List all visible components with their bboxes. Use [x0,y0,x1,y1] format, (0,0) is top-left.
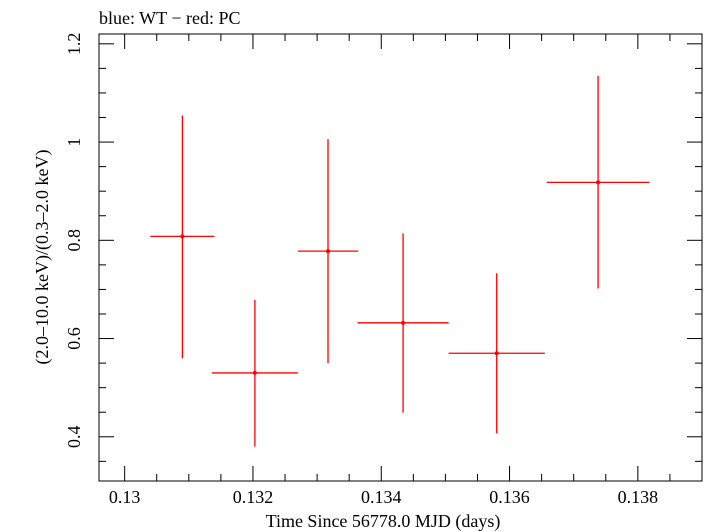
point-marker [596,180,601,185]
y-tick-label: 0.8 [64,229,84,252]
x-tick-label: 0.136 [489,487,530,507]
y-tick-label: 0.4 [64,426,84,449]
data-point [150,115,215,359]
x-axis: 0.13 0.132 0.134 0.136 0.138 [109,34,703,507]
data-series-pc [150,75,650,447]
y-axis-label: (2.0–10.0 keV)/(0.3–2.0 keV) [32,150,53,365]
point-marker [494,351,499,356]
x-axis-label: Time Since 56778.0 MJD (days) [266,511,501,532]
point-marker [252,370,257,375]
chart-title: blue: WT − red: PC [99,8,240,28]
y-axis: 0.4 0.6 0.8 1 1.2 [64,33,702,462]
y-tick-label: 0.6 [64,327,84,350]
point-marker [180,234,185,239]
point-marker [401,320,406,325]
plot-frame [98,33,703,482]
data-point [357,233,449,413]
x-tick-label: 0.132 [233,487,274,507]
point-marker [326,249,331,254]
y-tick-label: 1.2 [64,33,84,56]
data-point [297,139,359,364]
x-tick-label: 0.134 [361,487,402,507]
y-tick-label: 1 [64,138,84,147]
data-point [546,75,650,289]
x-tick-label: 0.138 [618,487,659,507]
x-tick-label: 0.13 [109,487,141,507]
data-point [448,273,545,434]
data-point [211,299,298,447]
